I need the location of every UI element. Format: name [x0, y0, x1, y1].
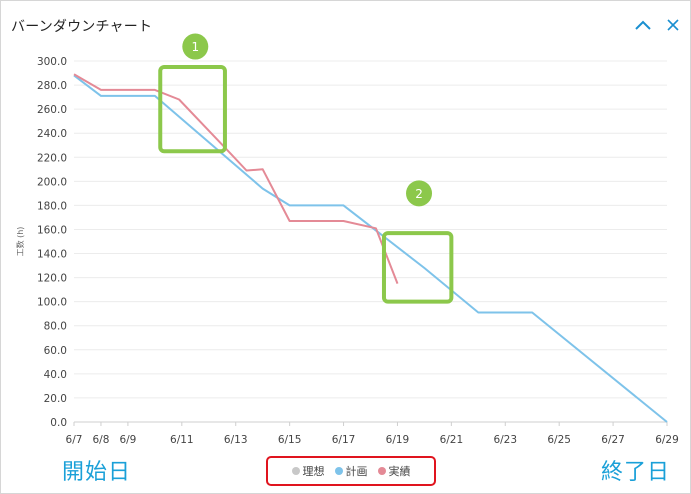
legend-item-actual[interactable]: 実績	[377, 463, 411, 479]
y-tick-label: 200.0	[37, 176, 67, 188]
y-tick-label: 80.0	[44, 321, 67, 333]
annotation-box-2	[381, 231, 454, 304]
start-date-label: 開始日	[62, 460, 132, 485]
y-tick-label: 220.0	[37, 152, 67, 164]
legend-label: 実績	[388, 465, 411, 478]
y-tick-label: 60.0	[44, 345, 67, 357]
legend: 理想 計画 実績	[266, 456, 436, 486]
legend-label: 理想	[302, 465, 325, 478]
legend-marker	[291, 467, 300, 475]
x-tick-label: 6/27	[601, 434, 625, 446]
x-tick-label: 6/19	[386, 434, 410, 446]
legend-label: 計画	[345, 465, 368, 478]
panel-title: バーンダウンチャート	[11, 19, 153, 35]
y-tick-label: 240.0	[37, 128, 67, 140]
x-tick-label: 6/13	[224, 434, 248, 446]
annotation-badge-1	[182, 33, 209, 60]
y-tick-label: 280.0	[37, 80, 67, 92]
y-tick-label: 260.0	[37, 104, 67, 116]
y-tick-label: 160.0	[37, 224, 67, 236]
x-tick-label: 6/8	[93, 434, 110, 446]
x-tick-label: 6/21	[440, 434, 464, 446]
x-tick-label: 6/23	[493, 434, 517, 446]
x-tick-label: 6/7	[66, 434, 83, 446]
y-tick-label: 300.0	[37, 56, 67, 68]
annotation-box-1	[158, 65, 227, 154]
y-tick-label: 100.0	[37, 297, 67, 309]
x-tick-label: 6/11	[170, 434, 194, 446]
end-date-label: 終了日	[601, 460, 671, 485]
y-tick-label: 40.0	[44, 369, 67, 381]
chevron-up-icon[interactable]	[633, 15, 653, 35]
annotation-badge-label: 1	[191, 40, 199, 54]
actual-series-line	[73, 73, 399, 284]
legend-item-ideal[interactable]: 理想	[291, 463, 325, 479]
x-tick-label: 6/25	[547, 434, 571, 446]
close-icon[interactable]	[663, 15, 683, 35]
y-axis-label: 工数 (h)	[15, 227, 25, 257]
x-tick-label: 6/9	[119, 434, 136, 446]
x-tick-label: 6/29	[655, 434, 679, 446]
y-tick-label: 140.0	[37, 249, 67, 261]
legend-marker	[334, 467, 343, 475]
y-tick-label: 0.0	[50, 417, 67, 429]
annotation-badge-2	[406, 180, 433, 207]
y-tick-label: 180.0	[37, 200, 67, 212]
legend-item-plan[interactable]: 計画	[334, 463, 368, 479]
annotation-badge-label: 2	[415, 187, 423, 201]
y-tick-label: 20.0	[44, 393, 67, 405]
x-tick-label: 6/15	[278, 434, 302, 446]
plan-series-line	[73, 74, 668, 423]
y-tick-label: 120.0	[37, 273, 67, 285]
legend-marker	[377, 467, 386, 475]
x-tick-label: 6/17	[332, 434, 356, 446]
